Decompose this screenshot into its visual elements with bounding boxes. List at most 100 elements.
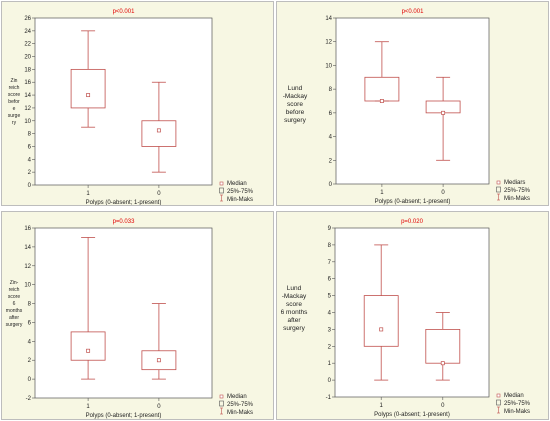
y-axis-label: score: [287, 101, 303, 108]
y-axis-label: Lund: [288, 85, 303, 92]
y-tick-label: 14: [24, 93, 31, 99]
y-tick-label: 10: [24, 283, 31, 289]
legend-median-icon: [496, 393, 501, 398]
legend-label: Mediars: [504, 180, 525, 186]
x-tick-label: 0: [157, 191, 161, 197]
legend: Median 25%-75% Min-Maks: [496, 393, 531, 415]
y-tick-label: -1: [326, 395, 332, 401]
x-axis-label: Polyps (0-absent; 1-present): [375, 199, 451, 205]
median-marker: [440, 361, 445, 366]
y-tick-label: 5: [328, 294, 332, 300]
y-tick-label: 0: [28, 377, 32, 383]
y-axis-label: befor: [8, 99, 20, 105]
y-tick-label: 6: [329, 111, 333, 117]
y-tick-label: 20: [24, 55, 31, 61]
x-tick-label: 0: [441, 403, 445, 409]
y-tick-label: 4: [28, 157, 32, 163]
median-marker: [379, 99, 384, 103]
median-marker: [86, 348, 91, 353]
legend-label: Min-Maks: [504, 196, 530, 202]
y-tick-label: 0: [329, 182, 333, 188]
box-1: [363, 244, 399, 381]
median-marker: [156, 358, 161, 363]
plot-area: [34, 227, 213, 399]
legend-box-icon: [496, 186, 501, 193]
box-0: [425, 312, 461, 381]
chart-title: p<0.001: [113, 9, 136, 15]
y-axis-label: surgery: [284, 117, 306, 124]
boxplot-zinreich-before: p<0.00102468101214161820222426Zinreichsc…: [8, 9, 254, 205]
y-tick-label: 26: [24, 16, 31, 22]
median-marker: [441, 110, 446, 115]
y-tick-label: -2: [26, 396, 32, 402]
y-tick-label: 10: [325, 63, 332, 69]
chart-panel-4: p=0.020 -1 0 1 2 3 4 5 6 7 8 9 Lund -Mackay score 6 mon…: [276, 211, 549, 420]
y-axis-label: Lund: [287, 285, 302, 292]
x-tick-label: 0: [441, 190, 445, 196]
median-marker: [86, 93, 91, 98]
y-axis-label: score: [8, 92, 20, 98]
y-tick-label: 18: [24, 67, 31, 73]
x-tick-label: 0: [157, 404, 161, 410]
y-tick-label: 4: [329, 135, 333, 141]
boxplot-zinreich-after: p=0.033-20246810121416Zin-reichscore6mon…: [6, 219, 254, 419]
chart-panel-3: p=0.033 -2 0 2 4 6 8 10 12 14 16 Zin-reich score 6 mon…: [1, 211, 274, 420]
x-tick-label: 1: [86, 404, 90, 410]
y-axis-label: 6 months: [281, 309, 308, 316]
legend-box-icon: [219, 400, 224, 407]
chart-panel-1: p<0.001 0 2 4 6 8 10 12 14 16 18 20 22 24 26 Zin reich sc…: [1, 1, 274, 206]
plot-area: [335, 17, 490, 185]
box-1: [364, 41, 400, 103]
iqr-box: [70, 68, 106, 109]
legend-label: Min-Maks: [227, 197, 253, 203]
y-axis-label: 6: [13, 301, 16, 307]
legend-box-icon: [219, 187, 224, 194]
y-axis-label: after: [287, 317, 301, 324]
legend-label: 25%-75%: [504, 401, 531, 407]
y-tick-label: 12: [24, 106, 31, 112]
y-axis-label: -Mackay: [282, 293, 307, 300]
y-tick-label: 4: [328, 311, 332, 317]
y-axis-label: before: [286, 109, 305, 116]
y-axis-label: surgery: [6, 322, 23, 328]
y-axis-label: e: [13, 106, 16, 112]
x-tick-label: 1: [380, 403, 384, 409]
legend-label: Median: [227, 394, 247, 400]
legend-label: 25%-75%: [227, 402, 254, 408]
median-marker: [156, 128, 161, 133]
iqr-box: [141, 120, 177, 147]
y-tick-label: 2: [329, 158, 333, 164]
legend: Median 25%-75% Min-Maks: [219, 394, 254, 416]
median-marker: [379, 327, 384, 332]
iqr-box: [363, 295, 399, 347]
y-tick-label: 6: [28, 320, 32, 326]
y-tick-label: 14: [24, 245, 31, 251]
legend-label: 25%-75%: [227, 189, 254, 195]
legend: Median 25%-75% Min-Maks: [219, 181, 254, 203]
y-tick-label: 9: [328, 226, 332, 232]
box-0: [141, 81, 177, 173]
iqr-box: [141, 350, 177, 371]
y-axis-label: reich: [9, 287, 20, 293]
y-tick-label: 8: [329, 87, 333, 93]
legend-box-icon: [496, 399, 501, 406]
y-tick-label: 12: [325, 40, 332, 46]
x-tick-label: 1: [86, 191, 90, 197]
legend-label: Median: [504, 393, 524, 399]
y-axis-label: -Mackay: [283, 93, 308, 100]
legend-label: Min-Maks: [227, 410, 253, 416]
iqr-box: [70, 331, 106, 361]
y-tick-label: 4: [28, 339, 32, 345]
y-tick-label: 12: [24, 264, 31, 270]
boxplot-lundmackay-before: p<0.00102468101214Lund-Mackayscorebefore…: [283, 9, 531, 205]
y-tick-label: 2: [28, 358, 32, 364]
x-axis-label: Polyps (0-absent; 1-present): [374, 412, 450, 418]
box-1: [70, 30, 106, 128]
chart-title: p<0.001: [402, 9, 425, 15]
legend-median-icon: [219, 394, 224, 399]
legend-label: Min-Maks: [504, 409, 530, 415]
plot-area: [334, 227, 490, 398]
y-tick-label: 2: [28, 170, 32, 176]
y-tick-label: 0: [28, 183, 32, 189]
